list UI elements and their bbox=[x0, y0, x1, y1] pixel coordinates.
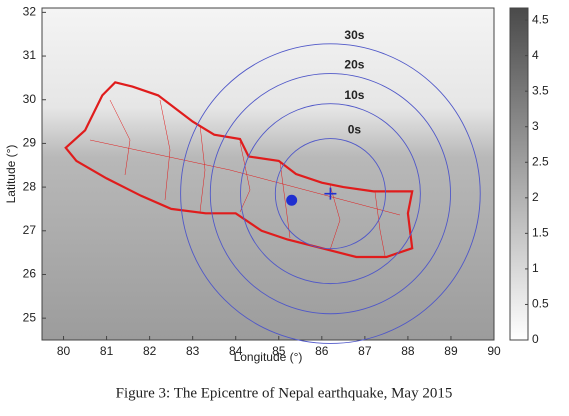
y-tick-label: 28 bbox=[23, 179, 37, 193]
colorbar-tick-label: 0 bbox=[532, 332, 539, 346]
wavefront-label: 20s bbox=[344, 58, 364, 72]
x-tick-label: 88 bbox=[401, 344, 415, 358]
x-tick-label: 90 bbox=[487, 344, 501, 358]
x-tick-label: 83 bbox=[186, 344, 200, 358]
x-tick-label: 80 bbox=[57, 344, 71, 358]
x-tick-label: 89 bbox=[444, 344, 458, 358]
marker-plus bbox=[324, 187, 337, 200]
x-tick-label: 81 bbox=[100, 344, 114, 358]
colorbar-tick-label: 2.5 bbox=[532, 154, 549, 168]
wavefront-label: 0s bbox=[348, 123, 362, 137]
epicenter-dot bbox=[286, 194, 298, 206]
wavefront-circle bbox=[239, 103, 421, 285]
x-axis-label: Longitude (°) bbox=[234, 350, 303, 364]
y-tick-label: 29 bbox=[23, 136, 37, 150]
wavefront-circle bbox=[180, 43, 481, 344]
y-tick-label: 25 bbox=[23, 310, 37, 324]
wavefront-label: 10s bbox=[344, 88, 364, 102]
wavefront-label: 30s bbox=[344, 28, 364, 42]
x-tick-label: 86 bbox=[315, 344, 329, 358]
x-tick-label: 84 bbox=[229, 344, 243, 358]
colorbar-tick-label: 4.5 bbox=[532, 12, 549, 26]
colorbar-tick-label: 1.5 bbox=[532, 226, 549, 240]
caption: Figure 3: The Epicentre of Nepal earthqu… bbox=[116, 385, 453, 401]
wavefront-circle bbox=[209, 73, 451, 315]
colorbar-tick-label: 4 bbox=[532, 48, 539, 62]
colorbar-tick-label: 1 bbox=[532, 261, 539, 275]
colorbar bbox=[509, 7, 529, 341]
x-tick-label: 85 bbox=[272, 344, 286, 358]
y-tick-label: 32 bbox=[23, 5, 37, 19]
colorbar-tick-label: 3.5 bbox=[532, 83, 549, 97]
x-tick-label: 87 bbox=[358, 344, 372, 358]
y-tick-label: 30 bbox=[23, 92, 37, 106]
y-tick-label: 27 bbox=[23, 223, 37, 237]
colorbar-tick-label: 3 bbox=[532, 119, 539, 133]
y-tick-label: 31 bbox=[23, 48, 37, 62]
nepal-boundary bbox=[64, 81, 414, 259]
colorbar-tick-label: 2 bbox=[532, 190, 539, 204]
y-axis-label: Latitude (°) bbox=[4, 145, 18, 204]
colorbar-tick-label: 0.5 bbox=[532, 297, 549, 311]
x-tick-label: 82 bbox=[143, 344, 157, 358]
district-lines bbox=[89, 99, 401, 257]
wavefront-circle bbox=[274, 138, 386, 250]
y-tick-label: 26 bbox=[23, 267, 37, 281]
